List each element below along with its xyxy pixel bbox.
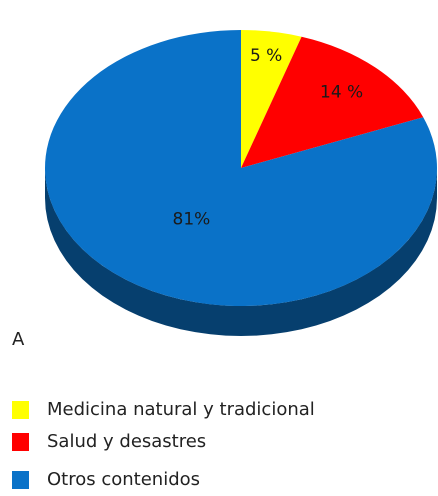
- data-label: 14 %: [320, 83, 363, 103]
- legend-swatch: [12, 433, 29, 451]
- annotation: A: [12, 329, 25, 350]
- pie-side: [45, 168, 437, 336]
- data-label: 5 %: [250, 46, 282, 66]
- data-label: 81%: [173, 209, 211, 229]
- pie-slice: [44, 30, 437, 306]
- legend-label: Salud y desastres: [47, 431, 206, 452]
- pie-slice: [241, 36, 424, 169]
- pie-slice: [241, 30, 302, 168]
- legend-swatch: [12, 401, 29, 419]
- legend-swatch: [12, 471, 29, 489]
- legend-label: Otros contenidos: [47, 469, 200, 490]
- legend-label: Medicina natural y tradicional: [47, 399, 315, 420]
